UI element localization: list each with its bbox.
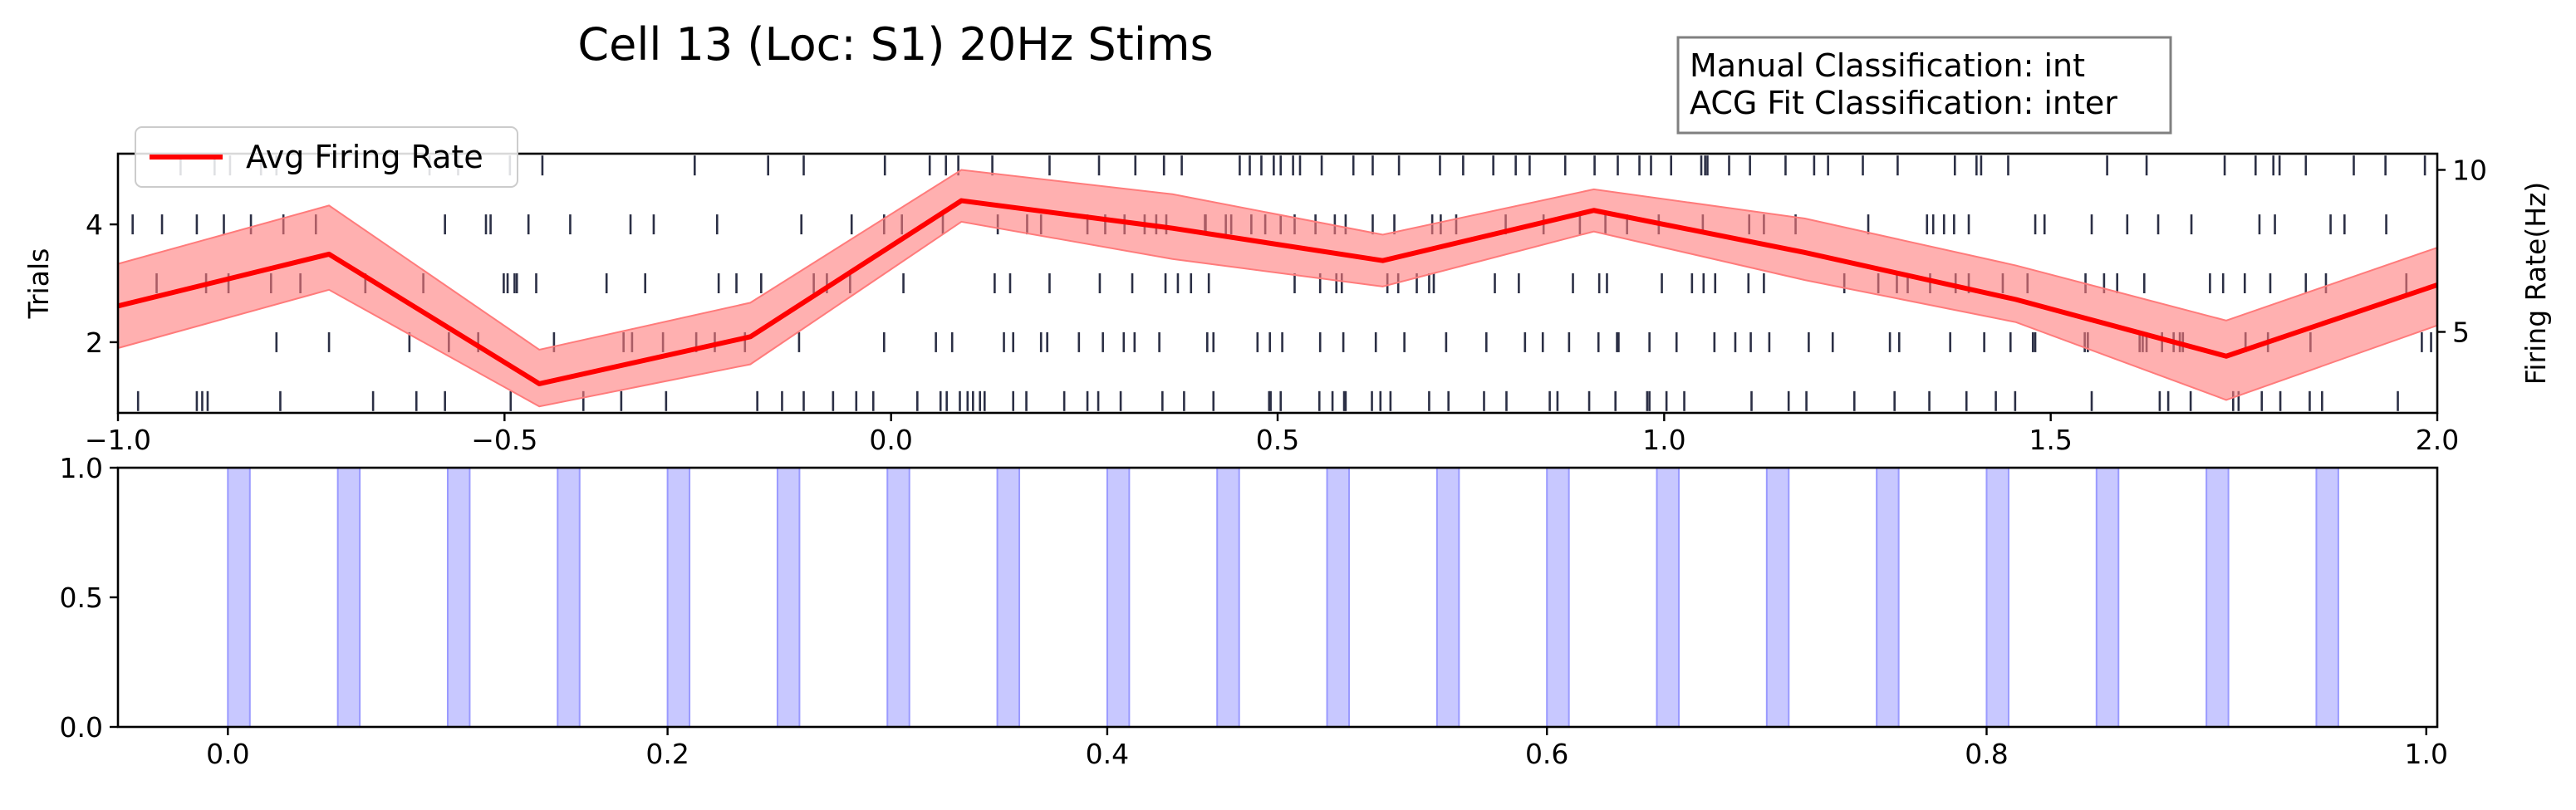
legend-label: Avg Firing Rate	[246, 139, 483, 175]
x-tick-label: 0.4	[1086, 738, 1129, 770]
x-tick-label: 1.0	[1642, 424, 1685, 456]
y2-tick-label: 10	[2452, 155, 2487, 187]
firing-rate-axis: 5 10	[2437, 155, 2487, 349]
y-tick-label: 2	[86, 326, 103, 359]
raster-plot-area	[118, 154, 2437, 413]
stimulus-x-axis: 0.0 0.2 0.4 0.6 0.8 1.0	[206, 727, 2448, 770]
x-tick-label: 1.0	[2405, 738, 2448, 770]
firing-rate-y-label: Firing Rate(Hz)	[2520, 182, 2552, 385]
classification-box: Manual Classification: int ACG Fit Class…	[1676, 36, 2172, 135]
stim-bar	[666, 467, 691, 728]
y2-tick-label: 5	[2452, 317, 2470, 349]
y-tick-label: 0.0	[60, 711, 103, 744]
stimulus-y-axis: 0.0 0.5 1.0	[60, 452, 118, 744]
manual-classification-text: Manual Classification: int	[1690, 47, 2085, 84]
x-tick-label: 0.0	[869, 424, 912, 456]
x-tick-label: 0.2	[645, 738, 689, 770]
stim-bar	[1656, 467, 1680, 728]
stim-bar	[1876, 467, 1900, 728]
stim-bar	[996, 467, 1021, 728]
stim-bar	[1326, 467, 1351, 728]
stim-bar	[1216, 467, 1240, 728]
x-tick-label: 1.5	[2029, 424, 2072, 456]
stim-bar	[776, 467, 801, 728]
stim-bar	[227, 467, 251, 728]
x-tick-label: 0.0	[206, 738, 249, 770]
stim-bar	[2095, 467, 2120, 728]
stim-bar	[336, 467, 361, 728]
stim-bar	[1985, 467, 2009, 728]
x-tick-label: 2.0	[2416, 424, 2459, 456]
stim-bar	[2206, 467, 2230, 728]
stim-bar	[2315, 467, 2339, 728]
y-tick-label: 1.0	[60, 452, 103, 484]
raster-panel: −1.0 −0.5 0.0 0.5 1.0 1.5 2.0 24 510 Trials Fi…	[22, 126, 2552, 456]
stimulus-plot-area	[118, 468, 2437, 727]
firing-rate-line	[117, 198, 2438, 386]
stim-bar	[886, 467, 910, 728]
acg-classification-text: ACG Fit Classification: inter	[1690, 85, 2117, 121]
stim-bar	[446, 467, 471, 728]
raster-y-label: Trials	[22, 248, 55, 320]
stimulus-panel: 0.0 0.2 0.4 0.6 0.8 1.0 0.0 0.5 1.0	[60, 452, 2448, 770]
x-tick-label: −0.5	[471, 424, 537, 456]
legend: Avg Firing Rate	[135, 126, 518, 188]
x-tick-label: 0.8	[1965, 738, 2008, 770]
x-tick-label: −1.0	[85, 424, 151, 456]
raster-y-axis: 24	[86, 209, 118, 359]
stim-bar	[557, 467, 581, 728]
x-tick-label: 0.6	[1525, 738, 1568, 770]
stim-bar	[1106, 467, 1131, 728]
stim-bar	[1546, 467, 1570, 728]
x-tick-label: 0.5	[1256, 424, 1299, 456]
y-tick-label: 0.5	[60, 582, 103, 614]
stim-bar	[1435, 467, 1460, 728]
stim-bar	[1765, 467, 1790, 728]
figure-title: Cell 13 (Loc: S1) 20Hz Stims	[577, 18, 1213, 71]
y-tick-label: 4	[86, 209, 103, 241]
raster-x-axis: −1.0 −0.5 0.0 0.5 1.0 1.5 2.0	[85, 413, 2459, 456]
